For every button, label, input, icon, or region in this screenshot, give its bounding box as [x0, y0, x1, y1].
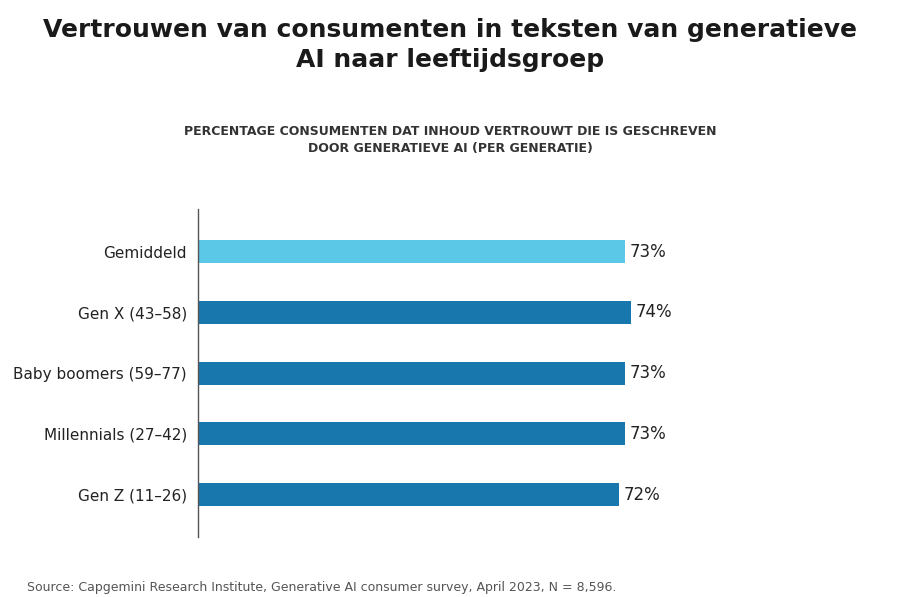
Bar: [198, 362, 625, 384]
Text: 73%: 73%: [630, 425, 667, 443]
Bar: [198, 240, 625, 263]
Text: Vertrouwen van consumenten in teksten van generatieve
AI naar leeftijdsgroep: Vertrouwen van consumenten in teksten va…: [43, 18, 857, 72]
Text: 72%: 72%: [624, 486, 661, 504]
Bar: [198, 301, 631, 324]
Bar: [198, 483, 619, 506]
Bar: [198, 423, 625, 445]
Text: 73%: 73%: [630, 242, 667, 260]
Text: PERCENTAGE CONSUMENTEN DAT INHOUD VERTROUWT DIE IS GESCHREVEN
DOOR GENERATIEVE A: PERCENTAGE CONSUMENTEN DAT INHOUD VERTRO…: [184, 125, 716, 155]
Text: Source: Capgemini Research Institute, Generative AI consumer survey, April 2023,: Source: Capgemini Research Institute, Ge…: [27, 581, 616, 594]
Text: 74%: 74%: [635, 303, 672, 321]
Text: 73%: 73%: [630, 364, 667, 382]
